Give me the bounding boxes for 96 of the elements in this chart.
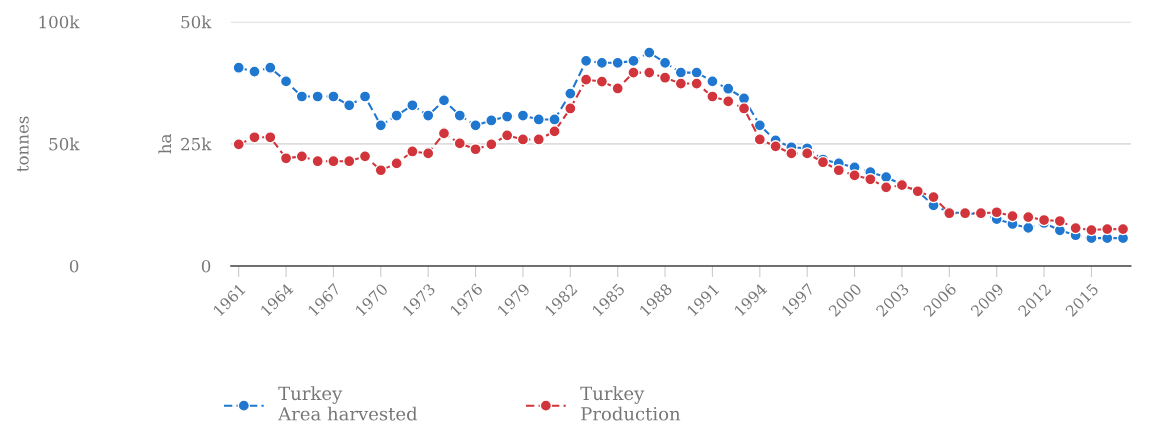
point [453,137,467,150]
point [595,75,609,88]
point [753,119,767,132]
point [248,65,261,78]
point [658,71,672,84]
point [611,82,624,95]
point [232,61,245,74]
point [721,95,735,108]
point [453,109,467,122]
point [485,114,498,127]
y2-axis-title: tonnes [17,116,29,172]
point [864,173,877,186]
point [295,90,309,103]
point [564,87,577,100]
y2-tick-label: 0 [69,259,79,273]
point [658,56,672,70]
point [342,154,356,168]
point [1006,209,1019,223]
point [706,75,719,88]
point [1116,222,1130,236]
point [390,109,403,122]
point [295,150,309,163]
point [706,90,719,103]
y-tick-label: 50k [181,15,212,29]
point [1085,223,1098,237]
point [374,163,388,177]
point [674,66,688,79]
point [532,113,545,126]
point [264,61,277,74]
point [421,147,435,160]
point [879,181,893,194]
y2-tick-label: 100k [39,15,80,29]
point [358,150,372,163]
point [721,82,735,95]
point [469,119,482,132]
point [248,131,261,144]
point [548,113,561,126]
point [500,110,514,123]
point [421,109,435,122]
point [674,77,688,90]
point [437,127,451,140]
point [437,94,451,107]
point [927,190,940,204]
point [327,90,340,103]
point [1100,222,1114,236]
point [643,46,656,59]
point [327,154,340,168]
point [516,109,530,122]
y-axis-title: ha [158,134,172,154]
point [690,66,703,79]
point [643,66,656,79]
legend-label: Turkey Area harvested [278,386,418,421]
point [832,163,846,177]
point [390,157,403,170]
point [1053,214,1067,228]
point [564,102,577,115]
point [690,77,703,90]
point [879,170,893,184]
y-tick-label: 0 [201,259,211,273]
point [311,154,324,168]
point [611,56,624,70]
point [1022,221,1035,235]
point [264,131,277,144]
point [469,143,482,156]
point [232,138,245,151]
point [279,152,293,165]
point [548,125,561,138]
point [342,99,356,112]
point [627,66,640,79]
point [769,140,782,153]
legend-label: Turkey Production [580,386,681,421]
point [579,73,593,86]
point [500,129,514,142]
point [406,99,419,112]
point [485,138,498,151]
point [848,169,861,182]
point [1069,221,1082,235]
point [990,205,1003,219]
point [279,75,293,88]
point [358,90,372,103]
point [406,145,419,158]
point [1022,210,1035,224]
point [532,133,545,146]
point [595,56,609,70]
point [785,147,798,160]
point [800,147,814,160]
point [753,133,767,146]
point [737,92,751,105]
y-tick-label: 25k [181,137,212,151]
y2-tick-label: 50k [49,137,80,151]
point [627,54,640,68]
point [579,54,593,68]
point [311,90,324,103]
point [516,133,530,146]
point [374,119,388,132]
point [737,102,751,115]
